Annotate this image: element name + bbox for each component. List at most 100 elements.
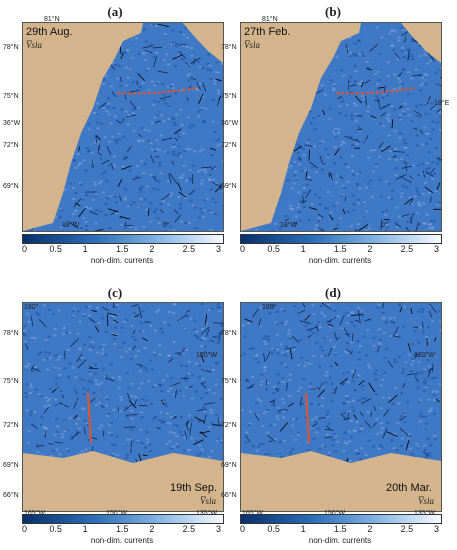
- current-vector: [370, 412, 373, 417]
- colorbar-tick-label: 2.5: [182, 524, 196, 534]
- ocean-texture-cell: [211, 98, 215, 101]
- current-vector: [43, 406, 50, 414]
- vsla-label-a: V̅sla: [26, 40, 43, 50]
- ocean-texture-cell: [317, 321, 321, 324]
- ocean-texture-cell: [280, 307, 284, 310]
- ocean-texture-cell: [382, 91, 386, 94]
- ocean-texture-cell: [187, 72, 191, 75]
- ocean-texture-cell: [351, 406, 355, 409]
- ocean-texture-cell: [179, 155, 183, 158]
- ocean-texture-cell: [374, 95, 378, 98]
- ocean-texture-cell: [401, 82, 405, 85]
- ocean-texture-cell: [107, 423, 111, 426]
- ocean-texture-cell: [93, 363, 97, 366]
- current-vector: [200, 352, 205, 363]
- ocean-texture-cell: [107, 413, 111, 416]
- ocean-texture-cell: [119, 85, 123, 88]
- ocean-texture-cell: [158, 164, 162, 167]
- ocean-texture-cell: [181, 174, 185, 177]
- current-vector: [405, 164, 408, 172]
- current-vector: [429, 311, 432, 318]
- current-vector: [328, 214, 333, 221]
- ocean-texture-cell: [117, 375, 121, 378]
- ocean-texture-cell: [220, 441, 223, 444]
- ocean-texture-cell: [198, 82, 202, 85]
- current-vector: [132, 329, 136, 334]
- ocean-texture-cell: [110, 454, 114, 457]
- ocean-texture-cell: [317, 403, 321, 406]
- colorbar-tick-label: 0: [240, 244, 246, 254]
- ocean-texture-cell: [382, 125, 386, 128]
- ocean-texture-cell: [110, 443, 114, 446]
- ocean-texture-cell: [431, 120, 435, 123]
- ocean-texture-cell: [128, 348, 132, 351]
- current-vector: [409, 175, 414, 180]
- ocean-texture-cell: [330, 173, 334, 176]
- ocean-texture-cell: [349, 311, 353, 314]
- current-vector: [355, 115, 363, 117]
- current-vector: [353, 414, 358, 420]
- ocean-texture-cell: [117, 132, 121, 135]
- ocean-texture-cell: [120, 108, 124, 111]
- ocean-texture-cell: [402, 412, 406, 415]
- ocean-texture-cell: [59, 401, 63, 404]
- ocean-texture-cell: [132, 112, 136, 115]
- ocean-texture-cell: [66, 375, 70, 378]
- current-vector: [436, 157, 441, 161]
- ocean-texture-cell: [63, 429, 67, 432]
- ocean-texture-cell: [338, 112, 342, 115]
- ocean-texture-cell: [415, 105, 419, 108]
- ocean-texture-cell: [294, 215, 298, 218]
- ocean-texture-cell: [378, 178, 382, 181]
- ocean-texture-cell: [305, 183, 309, 186]
- ocean-texture-cell: [153, 116, 157, 119]
- ocean-texture-cell: [180, 220, 184, 223]
- ocean-texture-cell: [402, 431, 406, 434]
- current-vector: [284, 218, 290, 222]
- ocean-texture-cell: [139, 428, 143, 431]
- ocean-texture-cell: [108, 164, 112, 167]
- current-vector: [401, 165, 413, 169]
- ocean-texture-cell: [282, 410, 286, 413]
- ocean-texture-cell: [340, 101, 344, 104]
- ocean-texture-cell: [156, 217, 160, 220]
- ocean-texture-cell: [172, 393, 176, 396]
- ocean-texture-cell: [384, 213, 388, 216]
- ocean-texture-cell: [132, 129, 136, 132]
- ocean-texture-cell: [405, 186, 409, 189]
- ocean-texture-cell: [48, 387, 52, 390]
- ocean-texture-cell: [398, 303, 402, 306]
- ocean-texture-cell: [23, 329, 27, 332]
- ocean-texture-cell: [48, 398, 52, 401]
- ocean-texture-cell: [324, 354, 328, 357]
- ocean-texture-cell: [168, 422, 172, 425]
- ocean-texture-cell: [214, 361, 218, 364]
- ocean-texture-cell: [323, 207, 327, 210]
- ocean-texture-cell: [331, 443, 335, 446]
- ocean-texture-cell: [430, 102, 434, 105]
- ocean-texture-cell: [373, 73, 377, 76]
- current-vector: [217, 417, 220, 426]
- colorbar-tick-label: 1.5: [334, 524, 347, 534]
- ocean-texture-cell: [324, 381, 328, 384]
- ocean-texture-cell: [386, 94, 390, 97]
- ocean-texture-cell: [46, 368, 50, 371]
- ocean-texture-cell: [297, 431, 301, 434]
- ocean-texture-cell: [79, 378, 83, 381]
- ocean-texture-cell: [439, 329, 441, 332]
- ocean-texture-cell: [344, 163, 348, 166]
- ocean-texture-cell: [348, 36, 352, 39]
- ocean-texture-cell: [282, 416, 286, 419]
- land-greenland: [241, 23, 361, 231]
- current-vector: [373, 406, 377, 411]
- ocean-texture-cell: [359, 458, 363, 461]
- ocean-texture-cell: [128, 67, 132, 70]
- ocean-texture-cell: [217, 339, 221, 342]
- ocean-texture-cell: [300, 169, 304, 172]
- current-vector: [424, 186, 433, 194]
- current-vector: [364, 79, 371, 85]
- ocean-texture-cell: [205, 323, 209, 326]
- ocean-texture-cell: [384, 321, 388, 324]
- ocean-texture-cell: [35, 312, 39, 315]
- ocean-texture-cell: [328, 376, 332, 379]
